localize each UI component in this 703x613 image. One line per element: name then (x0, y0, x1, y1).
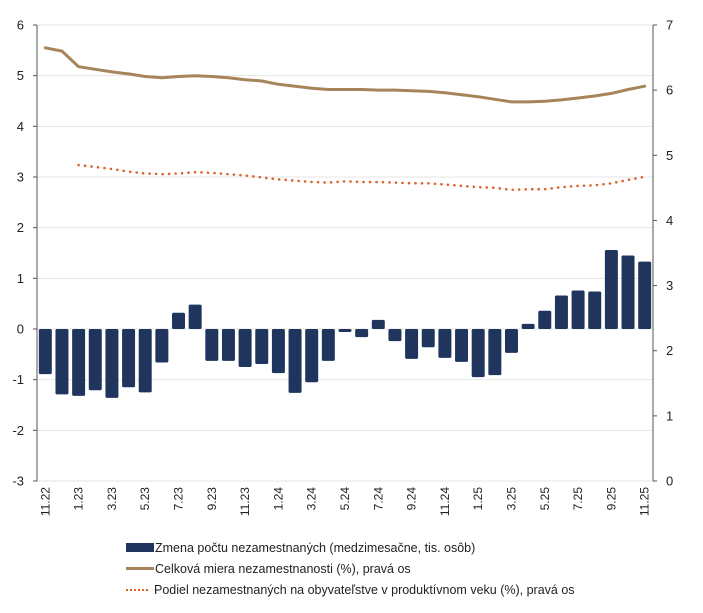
x-tick-label: 11.25 (638, 487, 652, 516)
left-tick-label: 2 (17, 220, 24, 235)
left-tick-label: 4 (17, 119, 24, 134)
x-tick-label: 7.25 (571, 487, 585, 511)
axes (36, 25, 654, 481)
x-tick-label: 9.25 (604, 487, 618, 511)
legend-item-bar: Zmena počtu nezamestnaných (medzimesačne… (126, 537, 575, 558)
bar-10.24 (421, 329, 435, 348)
left-tick-label: 5 (17, 68, 24, 83)
x-tick-label: 3.25 (504, 487, 518, 511)
bar-5.24 (338, 329, 352, 333)
bar-9.23 (205, 329, 219, 361)
bar-9.24 (405, 329, 419, 359)
bar-9.25 (604, 249, 618, 329)
line-unemployed-share-dotted (77, 163, 647, 192)
bar-12.22 (55, 329, 69, 395)
right-tick-label: 1 (666, 408, 673, 423)
x-tick-label: 7.24 (371, 487, 385, 511)
right-tick-label: 2 (666, 343, 673, 358)
right-tick-label: 5 (666, 148, 673, 163)
bar-8.25 (588, 291, 602, 329)
right-tick-label: 4 (666, 213, 673, 228)
bar-11.23 (238, 329, 252, 367)
legend: Zmena počtu nezamestnaných (medzimesačne… (126, 537, 575, 600)
bar-5.25 (538, 310, 552, 329)
bar-7.25 (571, 290, 585, 329)
bar-7.23 (172, 312, 186, 329)
bar-10.23 (221, 329, 235, 361)
legend-label: Zmena počtu nezamestnaných (medzimesačne… (155, 540, 476, 555)
legend-item-line: Celková miera nezamestnanosti (%), pravá… (126, 558, 575, 579)
left-tick-label: 0 (17, 322, 24, 337)
left-tick-label: -3 (12, 474, 24, 489)
bar-series (38, 249, 652, 398)
x-tick-label: 11.24 (438, 487, 452, 516)
x-tick-label: 3.24 (305, 487, 319, 511)
bar-6.23 (155, 329, 169, 363)
bar-11.22 (38, 329, 52, 375)
gridlines (37, 24, 653, 482)
right-tick-label: 0 (666, 474, 673, 489)
bar-11.24 (438, 329, 452, 358)
left-tick-label: 3 (17, 170, 24, 185)
bar-4.25 (521, 323, 535, 329)
right-axis-ticks: 0 1 2 3 4 5 6 7 (653, 18, 673, 489)
bar-4.23 (122, 329, 136, 388)
bar-4.24 (321, 329, 335, 361)
bar-7.24 (371, 319, 385, 329)
legend-label: Celková miera nezamestnanosti (%), pravá… (155, 561, 411, 576)
right-tick-label: 6 (666, 83, 673, 98)
bar-3.23 (105, 329, 119, 398)
left-tick-label: -1 (12, 372, 24, 387)
bar-5.23 (138, 329, 152, 393)
x-tick-label: 9.23 (205, 487, 219, 511)
bar-8.23 (188, 304, 202, 329)
x-tick-label: 3.23 (105, 487, 119, 511)
bar-3.24 (305, 329, 319, 383)
x-tick-label: 7.23 (172, 487, 186, 511)
x-tick-label: 1.23 (72, 487, 86, 511)
bar-1.23 (72, 329, 86, 396)
legend-swatch-bar (126, 543, 154, 552)
left-tick-label: 6 (17, 18, 24, 33)
x-tick-label: 5.23 (138, 487, 152, 511)
x-tick-label: 11.22 (38, 487, 52, 516)
x-tick-label: 5.24 (338, 487, 352, 511)
right-tick-label: 7 (666, 18, 673, 33)
bar-1.24 (271, 329, 285, 374)
legend-swatch-line (126, 567, 154, 570)
bar-1.25 (471, 329, 485, 378)
legend-label: Podiel nezamestnaných na obyvateľstve v … (154, 582, 575, 597)
bar-10.25 (621, 255, 635, 329)
left-axis-ticks: -3 -2 -1 0 1 2 3 4 5 6 (12, 18, 37, 489)
bar-12.24 (455, 329, 469, 362)
bar-2.25 (488, 329, 502, 376)
x-tick-label: 9.24 (405, 487, 419, 511)
right-tick-label: 3 (666, 278, 673, 293)
x-tick-label: 1.24 (271, 487, 285, 511)
x-tick-label: 1.25 (471, 487, 485, 511)
combo-chart: -3 -2 -1 0 1 2 3 4 5 6 0 1 2 3 4 5 6 7 11.22 1.23 3.23 5.23… (12, 18, 673, 517)
x-axis-ticks: 11.22 1.23 3.23 5.23 7.23 9.23 11.23 1.24 3.24 5.… (38, 487, 651, 516)
x-tick-label: 5.25 (538, 487, 552, 511)
legend-swatch-dotted (126, 588, 148, 591)
line-series (43, 46, 647, 192)
left-tick-label: -2 (12, 423, 24, 438)
bar-2.24 (288, 329, 302, 393)
bar-8.24 (388, 329, 402, 342)
bar-12.23 (255, 329, 269, 364)
bar-3.25 (504, 329, 518, 353)
bar-2.23 (88, 329, 102, 391)
left-tick-label: 1 (17, 271, 24, 286)
bar-6.24 (355, 329, 369, 338)
bar-6.25 (554, 295, 568, 329)
x-tick-label: 11.23 (238, 487, 252, 516)
legend-item-dotted: Podiel nezamestnaných na obyvateľstve v … (126, 579, 575, 600)
line-total-unemployment-rate (43, 46, 647, 104)
bar-11.25 (638, 261, 652, 329)
